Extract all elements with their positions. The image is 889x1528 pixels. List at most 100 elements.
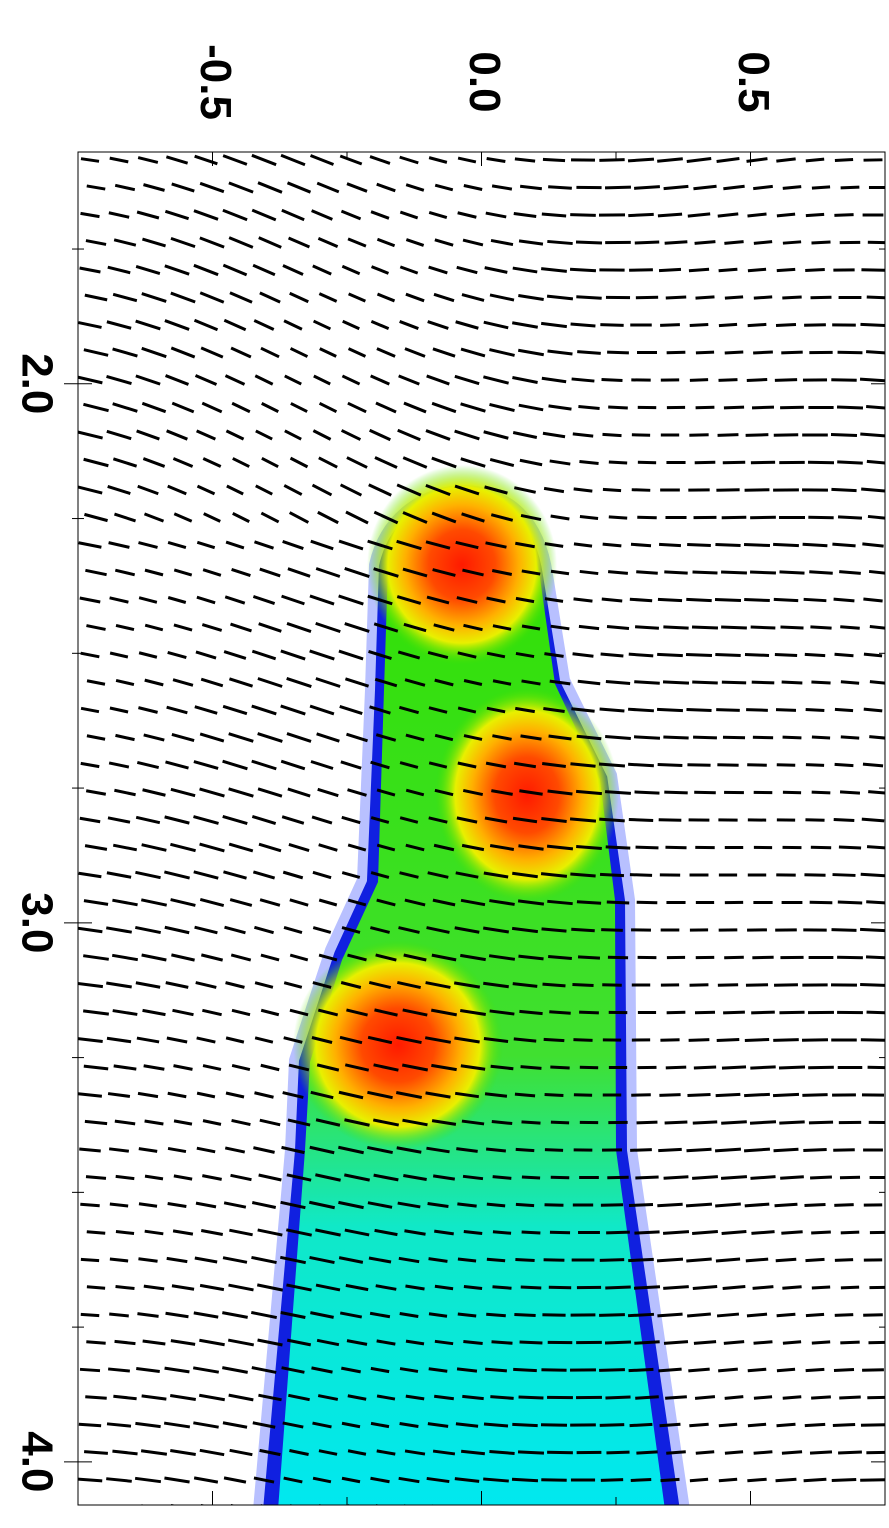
vector-segment (662, 1230, 690, 1235)
vector-segment (315, 567, 341, 578)
vector-segment (485, 1367, 507, 1373)
vector-segment (689, 1422, 709, 1428)
vector-segment (869, 625, 885, 630)
vector-segment (315, 621, 341, 634)
vector-segment (318, 953, 338, 962)
vector-segment (656, 707, 684, 713)
vector-segment (280, 1200, 306, 1210)
vector-segment (492, 1175, 512, 1180)
vector-segment (520, 734, 542, 741)
vector-segment (630, 542, 652, 548)
vector-segment (657, 1202, 683, 1208)
vector-segment (289, 953, 309, 962)
vector-segment (434, 1284, 454, 1291)
vector-segment (512, 1422, 538, 1428)
vector-segment (461, 1119, 485, 1126)
vector-segment (426, 595, 450, 605)
vector-segment (340, 981, 362, 989)
vector-segment (637, 1507, 656, 1508)
vector-segment (112, 292, 138, 303)
vector-segment (341, 815, 361, 825)
vector-segment (455, 871, 479, 879)
vector-segment (604, 185, 632, 190)
vector-segment (367, 1145, 393, 1155)
vector-segment (170, 346, 196, 359)
vector-segment (78, 871, 102, 879)
vector-segment (721, 515, 747, 520)
vector-segment (432, 1449, 456, 1456)
vector-segment (339, 1035, 363, 1045)
vector-segment (548, 185, 572, 190)
vector-segment (84, 844, 108, 851)
vector-segment (718, 1477, 738, 1483)
vector-segment (370, 926, 390, 934)
vector-segment (834, 213, 854, 217)
vector-segment (715, 1092, 741, 1098)
hot-spot (293, 940, 503, 1150)
vector-segment (629, 1422, 653, 1428)
vector-segment (287, 787, 311, 798)
vector-segment (746, 378, 768, 382)
vector-segment (460, 457, 486, 468)
vector-segment (810, 1175, 832, 1180)
vector-segment (283, 926, 303, 934)
vector-segment (662, 680, 690, 685)
vector-segment (663, 735, 689, 740)
vector-segment (338, 1200, 364, 1210)
vector-segment (544, 542, 564, 548)
vector-segment (199, 787, 225, 798)
vector-segment (689, 323, 709, 327)
vector-segment (518, 403, 544, 412)
vector-segment (608, 515, 628, 520)
vector-segment (195, 1201, 217, 1209)
vector-segment (376, 843, 396, 852)
vector-segment (372, 1118, 400, 1127)
vector-segment (426, 1476, 450, 1484)
vector-segment (403, 401, 427, 414)
vector-segment (775, 1477, 797, 1483)
vector-segment (860, 1423, 885, 1427)
vector-segment (781, 1230, 803, 1235)
vector-segment (113, 238, 137, 247)
vector-segment (462, 568, 484, 577)
vector-segment (573, 597, 593, 603)
vector-segment (717, 212, 739, 218)
vector-segment (171, 1284, 195, 1291)
vector-segment (405, 1339, 425, 1346)
vector-segment (312, 926, 332, 934)
vector-segment (689, 1477, 709, 1483)
vector-segment (254, 1091, 274, 1099)
vector-segment (281, 1366, 305, 1374)
vector-segment (230, 346, 252, 359)
vector-segment (253, 540, 275, 550)
vector-segment (598, 762, 626, 768)
vector-segment (405, 1394, 425, 1401)
vector-segment (253, 319, 275, 331)
vector-segment (483, 1036, 509, 1044)
vector-segment (196, 1036, 216, 1044)
vector-segment (724, 1507, 743, 1509)
vector-segment (112, 402, 138, 413)
vector-segment (512, 871, 538, 879)
vector-segment (867, 240, 885, 245)
vector-segment (432, 898, 456, 907)
vector-segment (347, 1449, 367, 1456)
vector-segment (628, 1367, 654, 1373)
vector-segment (540, 872, 568, 878)
vector-segment (261, 402, 279, 413)
vector-segment (373, 510, 399, 525)
vector-segment (254, 374, 274, 386)
vector-segment (200, 346, 224, 359)
vector-segment (724, 1450, 744, 1455)
vector-segment (831, 928, 857, 932)
vector-segment (486, 651, 506, 659)
vector-segment (865, 955, 885, 960)
vector-segment (312, 1476, 332, 1484)
vector-segment (716, 488, 740, 492)
vector-segment (232, 457, 250, 468)
vector-segment (290, 1504, 295, 1505)
vector-segment (663, 184, 689, 191)
vector-segment (431, 953, 457, 962)
vector-segment (863, 597, 883, 603)
vector-segment (258, 1393, 282, 1402)
